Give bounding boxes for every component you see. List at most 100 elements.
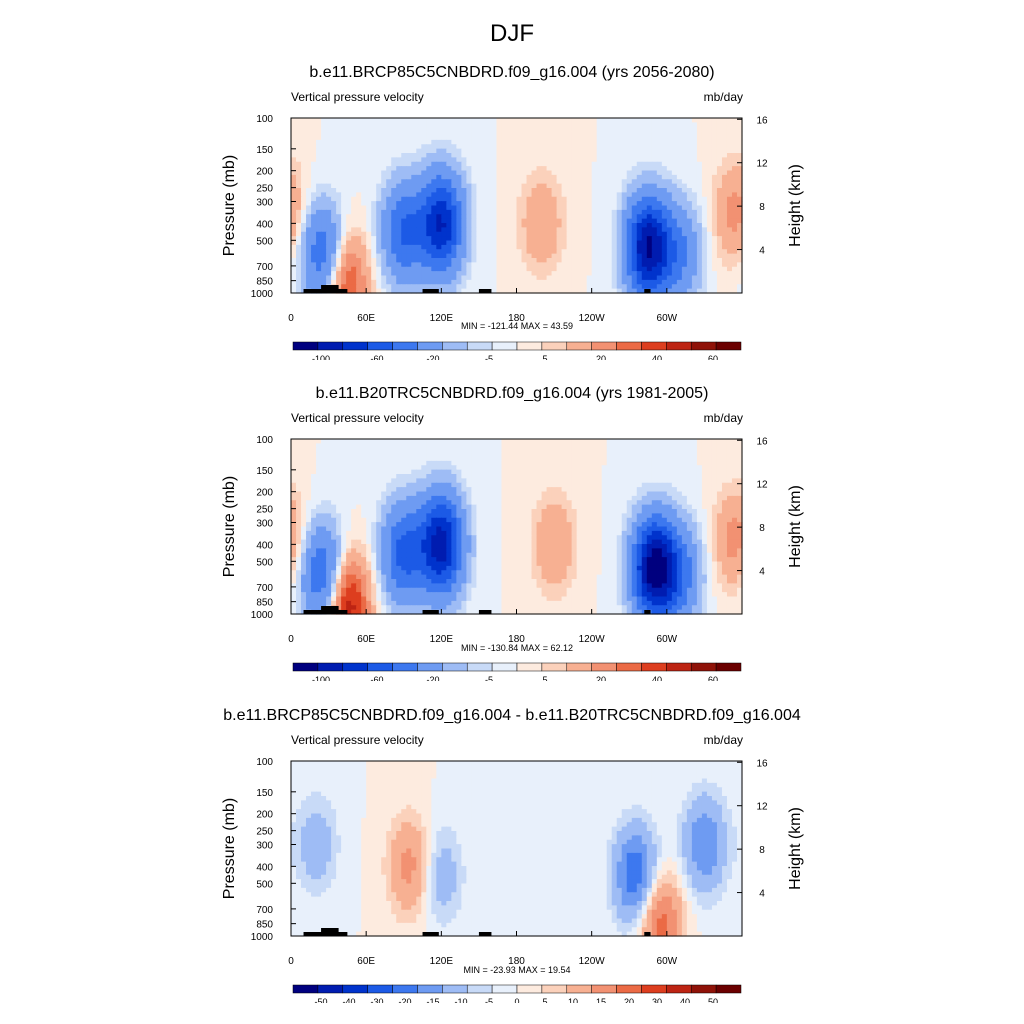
- contour-cell: [541, 236, 548, 242]
- contour-cell: [591, 495, 598, 501]
- contour-cell: [311, 135, 317, 141]
- contour-cell: [486, 236, 493, 242]
- contour-cell: [591, 262, 598, 268]
- contour-cell: [381, 240, 387, 246]
- contour-cell: [466, 223, 472, 228]
- contour-cell: [371, 192, 377, 198]
- contour-cell: [571, 161, 578, 167]
- contour-cell: [621, 157, 628, 163]
- contour-cell: [371, 465, 377, 471]
- contour-cell: [566, 262, 573, 268]
- contour-cell: [581, 456, 588, 462]
- contour-cell: [326, 223, 332, 228]
- contour-cell: [711, 174, 718, 180]
- contour-cell: [436, 478, 442, 484]
- contour-cell: [351, 262, 357, 268]
- contour-cell: [621, 192, 628, 198]
- contour-cell: [681, 174, 688, 180]
- contour-cell: [291, 443, 297, 449]
- contour-cell: [531, 205, 538, 211]
- contour-cell: [621, 478, 628, 484]
- contour-cell: [666, 227, 673, 233]
- contour-cell: [706, 460, 713, 466]
- contour-cell: [536, 201, 543, 207]
- contour-cell: [301, 153, 307, 158]
- contour-cell: [586, 227, 593, 233]
- contour-cell: [501, 214, 508, 220]
- contour-cell: [586, 266, 593, 272]
- contour-cell: [611, 126, 618, 132]
- contour-cell: [661, 214, 668, 220]
- contour-cell: [296, 439, 302, 444]
- contour-cell: [661, 192, 668, 198]
- contour-cell: [416, 148, 422, 154]
- contour-cell: [526, 240, 533, 246]
- contour-cell: [476, 279, 483, 285]
- contour-cell: [436, 266, 442, 272]
- contour-cell: [471, 139, 478, 145]
- contour-cell: [336, 139, 342, 145]
- contour-cell: [296, 122, 302, 128]
- contour-cell: [441, 244, 447, 250]
- contour-cell: [361, 201, 367, 207]
- contour-cell: [436, 170, 442, 176]
- contour-cell: [381, 271, 387, 277]
- contour-cell: [301, 188, 307, 193]
- contour-cell: [496, 157, 503, 163]
- contour-cell: [486, 209, 493, 215]
- contour-cell: [301, 460, 307, 466]
- contour-cell: [431, 201, 437, 207]
- contour-cell: [556, 236, 563, 242]
- contour-cell: [311, 214, 317, 220]
- contour-cell: [691, 144, 698, 150]
- contour-cell: [376, 218, 382, 224]
- contour-cell: [326, 279, 332, 285]
- contour-cell: [726, 118, 733, 123]
- contour-cell: [486, 205, 493, 211]
- contour-cell: [471, 153, 478, 158]
- contour-cell: [696, 118, 703, 123]
- contour-cell: [301, 214, 307, 220]
- contour-cell: [491, 126, 498, 132]
- contour-cell: [306, 482, 312, 488]
- contour-cell: [346, 192, 352, 198]
- contour-cell: [571, 447, 578, 453]
- contour-cell: [631, 201, 638, 207]
- contour-cell: [636, 166, 643, 172]
- contour-cell: [466, 460, 472, 466]
- contour-cell: [331, 188, 337, 193]
- contour-cell: [471, 240, 478, 246]
- contour-cell: [381, 218, 387, 224]
- contour-cell: [421, 174, 427, 180]
- contour-cell: [716, 227, 723, 233]
- contour-cell: [686, 284, 693, 290]
- contour-cell: [351, 205, 357, 211]
- contour-cell: [336, 188, 342, 193]
- contour-cell: [401, 174, 407, 180]
- contour-cell: [391, 271, 397, 277]
- contour-cell: [586, 495, 593, 501]
- contour-cell: [526, 279, 533, 285]
- contour-cell: [406, 148, 412, 154]
- contour-cell: [706, 122, 713, 128]
- contour-cell: [641, 266, 648, 272]
- contour-cell: [376, 209, 382, 215]
- contour-cell: [426, 135, 432, 141]
- contour-cell: [486, 139, 493, 145]
- contour-cell: [466, 209, 472, 215]
- contour-cell: [466, 482, 472, 488]
- contour-cell: [616, 166, 623, 172]
- contour-cell: [516, 452, 523, 458]
- contour-cell: [391, 266, 397, 272]
- contour-cell: [576, 161, 583, 167]
- contour-cell: [486, 118, 493, 123]
- contour-cell: [601, 240, 608, 246]
- contour-cell: [666, 288, 673, 294]
- contour-cell: [591, 482, 598, 488]
- contour-cell: [706, 491, 713, 497]
- contour-cell: [466, 214, 472, 220]
- contour-cell: [451, 236, 457, 242]
- contour-cell: [606, 214, 613, 220]
- contour-cell: [501, 192, 508, 198]
- contour-cell: [601, 284, 608, 290]
